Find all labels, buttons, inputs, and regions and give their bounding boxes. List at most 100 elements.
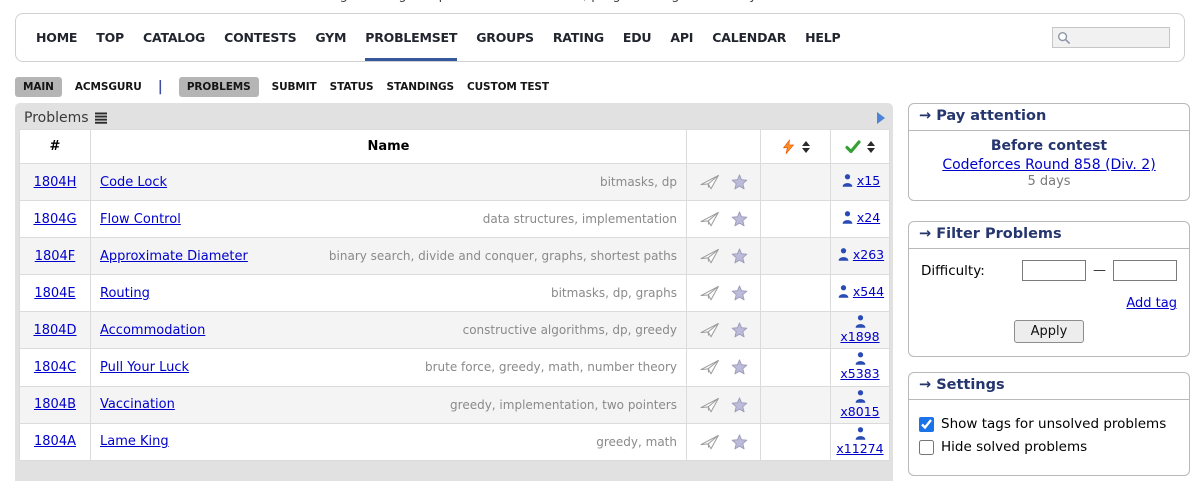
column-header-name[interactable]: Name xyxy=(90,129,687,164)
problem-id-link[interactable]: 1804A xyxy=(34,434,76,450)
problem-id-link[interactable]: 1804E xyxy=(34,285,76,301)
problem-name-link[interactable]: Vaccination xyxy=(100,397,175,413)
favorite-star-icon[interactable] xyxy=(731,248,748,264)
solved-check-icon xyxy=(845,139,861,153)
nav-item-groups[interactable]: GROUPS xyxy=(476,30,534,45)
nav-item-api[interactable]: API xyxy=(670,30,694,45)
apply-button[interactable]: Apply xyxy=(1013,320,1085,343)
sub-nav-item-acmsguru[interactable]: ACMSGURU xyxy=(74,81,142,93)
datatable-caption: Problems xyxy=(19,107,889,129)
solver-person-icon xyxy=(855,426,865,440)
favorite-star-icon[interactable] xyxy=(731,322,748,338)
nav-item-edu[interactable]: EDU xyxy=(622,30,652,45)
sub-nav-divider: | xyxy=(157,79,163,95)
nav-item-gym[interactable]: GYM xyxy=(315,30,347,45)
list-icon[interactable] xyxy=(94,112,108,124)
submit-plane-icon[interactable] xyxy=(700,211,720,227)
solved-count-link[interactable]: x15 xyxy=(856,173,881,189)
problem-id-link[interactable]: 1804F xyxy=(34,248,76,264)
sort-icon[interactable] xyxy=(802,140,810,153)
problem-tags: greedy, math xyxy=(596,434,677,449)
sub-nav-item-custom-test[interactable]: CUSTOM TEST xyxy=(467,81,549,93)
settings-checkbox[interactable] xyxy=(919,416,934,432)
problem-row: 1804G Flow Control data structures, impl… xyxy=(19,200,890,238)
problem-name-link[interactable]: Accommodation xyxy=(100,322,206,338)
solved-count-link[interactable]: x544 xyxy=(852,284,885,300)
settings-checkbox[interactable] xyxy=(919,439,934,455)
solved-count-link[interactable]: x11274 xyxy=(836,440,884,456)
difficulty-label: Difficulty: xyxy=(921,262,985,279)
nav-item-home[interactable]: HOME xyxy=(36,30,78,45)
solved-count-link[interactable]: x263 xyxy=(852,247,885,263)
search-icon xyxy=(1057,31,1071,44)
nav-item-help[interactable]: HELP xyxy=(805,30,841,45)
problem-id-link[interactable]: 1804B xyxy=(33,397,76,413)
problem-id-link[interactable]: 1804C xyxy=(33,359,77,375)
nav-item-catalog[interactable]: CATALOG xyxy=(142,30,206,45)
solved-count-link[interactable]: x24 xyxy=(856,210,881,226)
sub-nav-item-main[interactable]: MAIN xyxy=(15,77,62,97)
clipped-page-header: Codeforces. Programming competitions and… xyxy=(238,0,858,6)
sub-nav-item-standings[interactable]: STANDINGS xyxy=(386,81,455,93)
solved-count-link[interactable]: x8015 xyxy=(840,403,880,419)
nav-item-calendar[interactable]: CALENDAR xyxy=(712,30,787,45)
favorite-star-icon[interactable] xyxy=(731,359,748,375)
problem-solved-cell: x15 xyxy=(830,163,890,201)
problem-difficulty-cell xyxy=(760,348,831,387)
column-header-id[interactable]: # xyxy=(19,129,91,164)
problem-id-link[interactable]: 1804H xyxy=(33,174,77,190)
search-box[interactable] xyxy=(1052,27,1170,48)
submit-plane-icon[interactable] xyxy=(700,248,720,264)
favorite-star-icon[interactable] xyxy=(731,397,748,413)
submit-plane-icon[interactable] xyxy=(700,397,720,413)
sort-icon[interactable] xyxy=(867,140,875,153)
contest-link[interactable]: Codeforces Round 858 (Div. 2) xyxy=(942,157,1156,173)
favorite-star-icon[interactable] xyxy=(731,211,748,227)
favorite-star-icon[interactable] xyxy=(731,434,748,450)
problem-name-link[interactable]: Code Lock xyxy=(100,174,168,190)
problem-name-cell: Routing bitmasks, dp, graphs xyxy=(90,274,687,312)
problem-name-cell: Accommodation constructive algorithms, d… xyxy=(90,310,687,350)
problem-id-cell: 1804C xyxy=(19,348,91,387)
difficulty-max-input[interactable] xyxy=(1113,260,1177,281)
sub-nav-item-problems[interactable]: PROBLEMS xyxy=(178,77,259,97)
column-header-difficulty[interactable] xyxy=(760,129,831,164)
filter-problems-title: → Filter Problems xyxy=(909,222,1189,249)
column-header-solved[interactable] xyxy=(830,129,890,164)
problem-name-link[interactable]: Routing xyxy=(100,285,150,301)
add-tag-link[interactable]: Add tag xyxy=(1126,296,1177,311)
problem-tags: brute force, greedy, math, number theory xyxy=(424,360,677,375)
solved-count-link[interactable]: x1898 xyxy=(840,329,880,344)
problem-tags: data structures, implementation xyxy=(482,212,677,226)
submit-plane-icon[interactable] xyxy=(700,359,720,375)
settings-title: → Settings xyxy=(909,373,1189,400)
solved-count-link[interactable]: x5383 xyxy=(840,366,880,382)
expand-arrow-icon[interactable] xyxy=(877,112,885,124)
problem-name-link[interactable]: Lame King xyxy=(100,434,169,450)
sub-nav-item-status[interactable]: STATUS xyxy=(329,81,374,93)
submit-plane-icon[interactable] xyxy=(700,285,720,301)
nav-item-contests[interactable]: CONTESTS xyxy=(224,30,297,45)
problem-id-cell: 1804F xyxy=(19,237,91,275)
submit-plane-icon[interactable] xyxy=(700,174,720,190)
difficulty-min-input[interactable] xyxy=(1022,260,1086,281)
settings-option[interactable]: Hide solved problems xyxy=(919,439,1179,455)
submit-plane-icon[interactable] xyxy=(700,434,720,450)
problem-name-link[interactable]: Pull Your Luck xyxy=(100,359,190,375)
nav-item-rating[interactable]: RATING xyxy=(552,30,604,45)
problem-solved-cell: x1898 xyxy=(830,310,890,350)
submit-plane-icon[interactable] xyxy=(700,322,720,338)
nav-item-top[interactable]: TOP xyxy=(96,30,124,45)
problem-name-link[interactable]: Approximate Diameter xyxy=(100,248,248,264)
sub-nav-item-submit[interactable]: SUBMIT xyxy=(271,81,317,93)
favorite-star-icon[interactable] xyxy=(731,174,748,190)
problem-name-cell: Pull Your Luck brute force, greedy, math… xyxy=(90,348,687,387)
search-input[interactable] xyxy=(1074,30,1166,45)
problem-id-link[interactable]: 1804D xyxy=(33,322,77,338)
nav-item-problemset[interactable]: PROBLEMSET xyxy=(365,14,457,61)
problem-name-link[interactable]: Flow Control xyxy=(100,211,181,227)
settings-option[interactable]: Show tags for unsolved problems xyxy=(919,416,1179,432)
problem-id-link[interactable]: 1804G xyxy=(33,211,77,227)
solver-person-icon xyxy=(855,389,865,403)
favorite-star-icon[interactable] xyxy=(731,285,748,301)
